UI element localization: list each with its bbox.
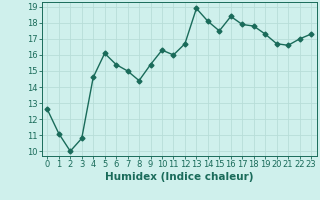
- X-axis label: Humidex (Indice chaleur): Humidex (Indice chaleur): [105, 172, 253, 182]
